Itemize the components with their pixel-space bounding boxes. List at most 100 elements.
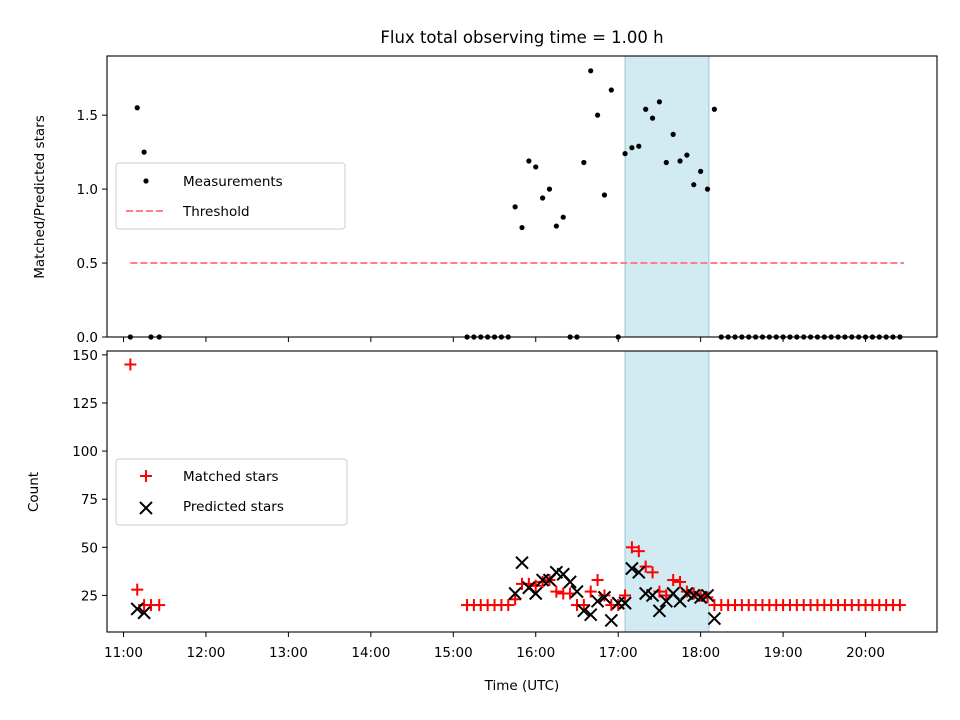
bottom-series-layer xyxy=(124,358,906,628)
matched-star-marker xyxy=(893,599,906,612)
measurement-point xyxy=(649,115,656,121)
predicted-star-marker xyxy=(590,594,605,608)
predicted-star-marker xyxy=(645,588,660,603)
bottom-y-axis-label: Count xyxy=(26,472,42,512)
bottom-shaded-region xyxy=(624,350,710,633)
predicted-star-marker xyxy=(652,604,667,618)
measurement-point xyxy=(684,152,690,158)
bottom-ytick-label: 25 xyxy=(81,588,98,604)
measurement-point xyxy=(656,99,663,105)
measurement-point xyxy=(533,164,539,170)
measurement-point xyxy=(540,195,546,201)
bottom-xtick-label: 16:00 xyxy=(516,645,555,661)
matched-star-marker xyxy=(598,589,611,602)
bottom-x-ticks: 11:00 12:00 13:00 14:00 15:00 16:00 17:00 18:00… xyxy=(104,632,885,661)
legend-measurements-label: Measurements xyxy=(183,174,283,190)
matched-star-marker xyxy=(131,583,144,596)
matched-star-marker xyxy=(502,599,515,612)
bottom-xtick-label: 12:00 xyxy=(186,645,225,661)
predicted-star-marker xyxy=(707,611,722,626)
matched-star-marker xyxy=(509,593,522,606)
top-ytick-label: 0.0 xyxy=(77,330,98,346)
bottom-ytick-label: 100 xyxy=(72,444,98,460)
bottom-legend-box xyxy=(115,458,348,526)
predicted-star-marker xyxy=(563,575,577,589)
bottom-xtick-label: 19:00 xyxy=(764,645,803,661)
measurement-point xyxy=(608,87,614,93)
matched-star-marker xyxy=(632,545,645,558)
predicted-star-marker xyxy=(604,613,619,628)
measurement-point xyxy=(704,186,711,192)
measurement-point xyxy=(560,214,566,220)
top-legend: Measurements Threshold xyxy=(115,162,346,230)
bottom-xtick-label: 13:00 xyxy=(269,645,308,661)
top-ytick-label: 1.5 xyxy=(77,108,98,124)
predicted-star-marker xyxy=(618,596,632,610)
top-y-axis-label: Matched/Predicted stars xyxy=(32,115,48,278)
measurement-point xyxy=(629,145,635,151)
measurement-point xyxy=(512,204,518,210)
measurement-point xyxy=(546,186,553,192)
matched-star-marker xyxy=(577,599,590,612)
matched-star-marker xyxy=(124,358,137,371)
matched-star-marker xyxy=(584,585,597,598)
bottom-xtick-label: 11:00 xyxy=(104,645,143,661)
matched-star-marker xyxy=(639,560,652,573)
matched-star-marker xyxy=(619,589,632,602)
top-axes-frame xyxy=(106,55,938,338)
bottom-ytick-label: 125 xyxy=(72,396,98,412)
matched-star-marker xyxy=(667,574,680,587)
predicted-star-marker xyxy=(632,565,646,580)
top-shaded-region xyxy=(624,55,710,338)
bottom-xtick-label: 18:00 xyxy=(681,645,720,661)
measurement-point xyxy=(588,68,594,74)
bottom-xtick-label: 14:00 xyxy=(351,645,390,661)
top-y-ticks: 0.0 0.5 1.0 1.5 xyxy=(77,108,107,346)
matched-star-marker xyxy=(694,589,707,602)
bottom-legend: Matched stars Predicted stars xyxy=(115,458,348,526)
measurement-point xyxy=(134,105,140,111)
legend-predicted-label: Predicted stars xyxy=(183,499,284,515)
measurement-point xyxy=(643,106,649,112)
predicted-star-marker xyxy=(570,584,584,599)
matched-star-marker xyxy=(153,599,166,612)
legend-predicted-marker xyxy=(139,501,153,515)
top-ytick-label: 0.5 xyxy=(77,256,98,272)
predicted-star-marker xyxy=(508,586,522,601)
measurement-point xyxy=(670,131,676,137)
measurement-point xyxy=(636,143,642,149)
matched-star-marker xyxy=(646,566,659,579)
top-panel: 0.0 0.5 1.0 1.5 Matched/Predicted stars Mea… xyxy=(32,55,938,346)
predicted-star-marker xyxy=(130,602,144,616)
measurement-point xyxy=(526,158,532,164)
measurement-point xyxy=(141,149,147,155)
bottom-xtick-label: 20:00 xyxy=(846,645,885,661)
predicted-star-marker xyxy=(625,561,639,576)
predicted-star-marker xyxy=(577,604,591,618)
measurement-point xyxy=(553,223,559,229)
legend-matched-marker xyxy=(140,470,152,482)
top-legend-box xyxy=(115,162,346,230)
top-x-ticks xyxy=(122,337,867,342)
matched-star-marker xyxy=(674,575,687,588)
measurement-point xyxy=(519,224,525,231)
measurement-point xyxy=(711,106,717,112)
bottom-ytick-label: 150 xyxy=(72,348,98,364)
measurement-point xyxy=(594,112,601,118)
chart-title: Flux total observing time = 1.00 h xyxy=(380,28,663,47)
bottom-xtick-label: 17:00 xyxy=(599,645,638,661)
matched-star-marker xyxy=(701,591,714,604)
matched-star-marker xyxy=(625,541,638,554)
matched-star-marker xyxy=(591,574,604,587)
predicted-star-marker xyxy=(529,586,543,601)
measurement-point xyxy=(663,159,669,166)
predicted-star-marker xyxy=(584,607,598,622)
predicted-star-marker xyxy=(515,556,529,570)
bottom-ytick-label: 75 xyxy=(81,492,98,508)
measurement-point xyxy=(691,182,697,188)
predicted-star-marker xyxy=(597,590,612,605)
bottom-axes-frame xyxy=(106,350,938,633)
bottom-ytick-label: 50 xyxy=(81,540,98,556)
legend-measurements-marker xyxy=(143,178,149,184)
